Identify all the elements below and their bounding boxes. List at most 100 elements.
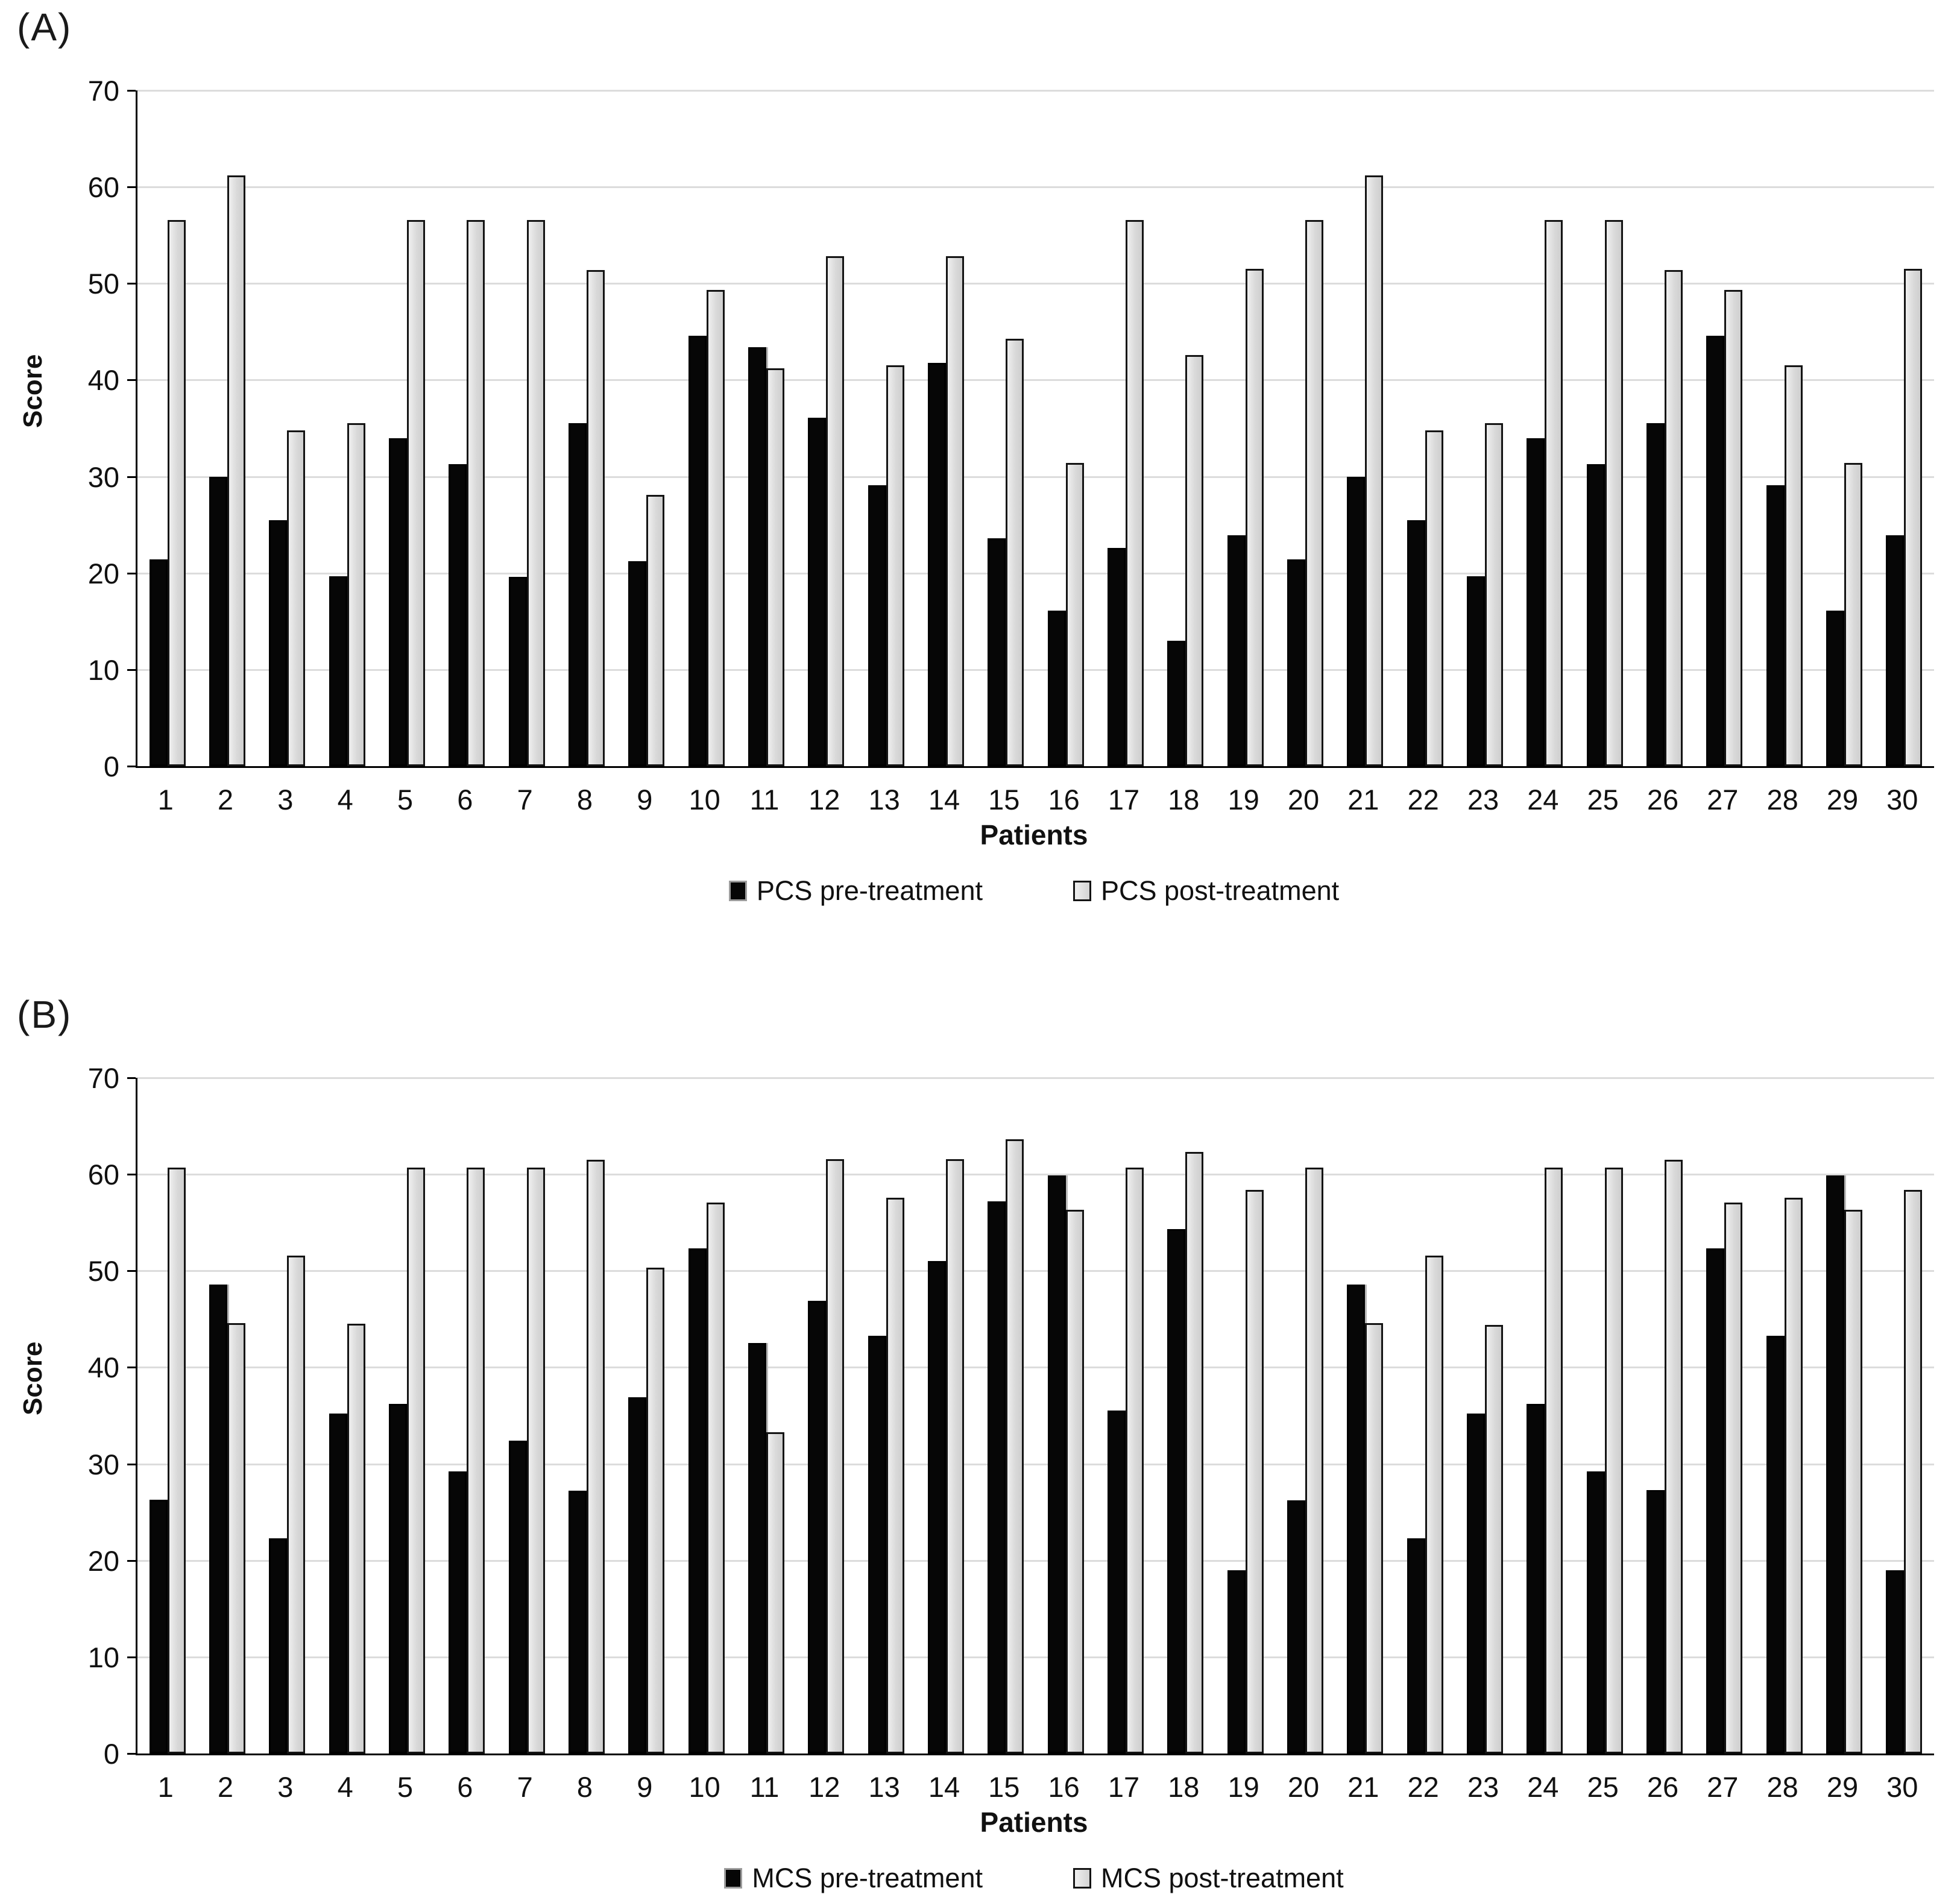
bar-group-patient-30: [1874, 90, 1934, 766]
y-axis-tick: [127, 668, 136, 671]
bar-post-patient-30: [1904, 269, 1923, 766]
x-axis-tick-label: 7: [517, 784, 533, 816]
bar-post-patient-23: [1484, 423, 1503, 766]
bar-post-patient-13: [886, 365, 904, 766]
x-axis-tick-label: 16: [1048, 784, 1080, 816]
y-axis-tick-label: 60: [87, 1159, 119, 1191]
bar-post-patient-17: [1125, 1168, 1144, 1754]
y-axis-tick-label: 10: [87, 653, 119, 686]
bar-group-patient-3: [257, 90, 317, 766]
bar-pre-patient-15: [988, 538, 1006, 766]
y-axis-tick-label: 60: [87, 171, 119, 204]
bar-post-patient-2: [227, 1323, 245, 1754]
bar-post-patient-25: [1604, 1168, 1623, 1754]
legend-item-mcs-pre: MCS pre-treatment: [724, 1863, 983, 1894]
x-axis-tick-label: 13: [868, 784, 900, 816]
x-axis-tick-label: 29: [1826, 784, 1859, 816]
x-axis-tick-label: 30: [1886, 784, 1918, 816]
bar-group-patient-16: [1036, 1078, 1095, 1754]
x-axis-tick-label: 19: [1227, 1771, 1259, 1803]
x-axis-tick-label: 3: [277, 784, 294, 816]
bar-group-patient-7: [497, 1078, 556, 1754]
y-axis-tick-label: 20: [87, 1544, 119, 1577]
bar-post-patient-20: [1305, 220, 1323, 766]
x-axis-tick-label: 25: [1587, 1771, 1619, 1803]
bar-group-patient-20: [1275, 1078, 1335, 1754]
gridline-y-30: [137, 476, 1934, 478]
bar-group-patient-14: [916, 90, 975, 766]
bar-pre-patient-26: [1646, 423, 1665, 766]
bar-post-patient-24: [1545, 1168, 1563, 1754]
x-axis-tick-label: 6: [457, 1771, 473, 1803]
legend-item-mcs-post: MCS post-treatment: [1073, 1863, 1344, 1894]
bar-post-patient-28: [1784, 365, 1803, 766]
x-axis-tick-label: 8: [576, 784, 593, 816]
bar-pre-patient-1: [149, 559, 168, 766]
y-axis-tick: [127, 1367, 136, 1369]
y-axis-tick: [127, 1174, 136, 1176]
bar-pre-patient-4: [329, 1414, 347, 1754]
x-axis-tick-label: 19: [1227, 784, 1259, 816]
bar-pre-patient-23: [1466, 576, 1485, 766]
bar-post-patient-11: [766, 1432, 784, 1754]
x-axis-tick-label: 15: [988, 1771, 1020, 1803]
bar-pre-patient-19: [1227, 1570, 1246, 1754]
x-axis-tick-label: 18: [1168, 1771, 1200, 1803]
gridline-y-60: [137, 1174, 1934, 1176]
bar-post-patient-2: [227, 175, 245, 766]
bar-group-patient-23: [1455, 90, 1514, 766]
x-axis-tick-label: 22: [1407, 784, 1439, 816]
bar-group-patient-23: [1455, 1078, 1514, 1754]
panel-b: (B) Score Patients MCS pre-treatment MCS…: [0, 987, 1960, 1903]
bar-post-patient-18: [1185, 355, 1204, 766]
bar-group-patient-12: [796, 1078, 856, 1754]
bar-pre-patient-2: [209, 1285, 227, 1754]
bar-pre-patient-18: [1167, 1229, 1186, 1754]
bar-post-patient-7: [526, 220, 545, 766]
gridline-y-20: [137, 1559, 1934, 1562]
bar-pre-patient-29: [1826, 611, 1844, 766]
bar-group-patient-26: [1634, 1078, 1694, 1754]
x-axis-tick-label: 12: [808, 1771, 840, 1803]
x-axis-tick-label: 9: [637, 1771, 653, 1803]
bar-pre-patient-21: [1347, 1285, 1366, 1754]
bar-pre-patient-30: [1886, 1570, 1905, 1754]
x-axis-tick-label: 30: [1886, 1771, 1918, 1803]
bar-post-patient-9: [646, 1268, 665, 1754]
bar-group-patient-12: [796, 90, 856, 766]
bar-pre-patient-20: [1287, 1500, 1305, 1754]
bar-group-patient-4: [317, 90, 377, 766]
bar-pre-patient-8: [568, 1491, 587, 1754]
y-axis-tick: [127, 766, 136, 767]
x-axis-tick-label: 7: [517, 1771, 533, 1803]
bar-group-patient-24: [1515, 1078, 1575, 1754]
bar-post-patient-25: [1604, 220, 1623, 766]
bar-pre-patient-17: [1107, 548, 1126, 766]
bar-pre-patient-30: [1886, 535, 1905, 766]
bar-pre-patient-11: [748, 347, 766, 766]
x-axis-tick-label: 10: [689, 784, 720, 816]
y-axis-tick-label: 50: [87, 268, 119, 300]
bar-group-patient-29: [1814, 90, 1874, 766]
bar-pre-patient-27: [1706, 1248, 1725, 1754]
bar-group-patient-14: [916, 1078, 975, 1754]
bar-post-patient-6: [467, 1168, 485, 1754]
y-axis-tick: [127, 476, 136, 478]
bar-post-patient-16: [1065, 1210, 1084, 1754]
bar-pre-patient-18: [1167, 641, 1186, 766]
legend-item-pcs-pre: PCS pre-treatment: [728, 875, 983, 907]
panel-b-label: (B): [17, 993, 72, 1036]
y-axis-tick: [127, 1559, 136, 1562]
bar-pre-patient-22: [1407, 1538, 1425, 1754]
y-axis-tick-label: 20: [87, 557, 119, 590]
x-axis-tick-label: 8: [576, 1771, 593, 1803]
bar-group-patient-6: [437, 90, 497, 766]
bar-group-patient-27: [1695, 90, 1754, 766]
bar-post-patient-1: [167, 220, 186, 766]
bar-group-patient-11: [736, 90, 796, 766]
y-axis-tick-label: 40: [87, 1351, 119, 1384]
bar-pre-patient-16: [1047, 1175, 1066, 1754]
legend-label-pcs-post: PCS post-treatment: [1100, 875, 1340, 906]
x-axis-tick-label: 20: [1287, 784, 1320, 816]
bar-group-patient-29: [1814, 1078, 1874, 1754]
